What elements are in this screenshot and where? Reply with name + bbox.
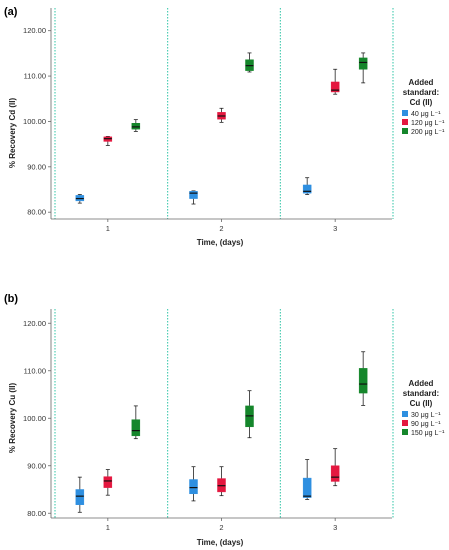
panel-a-box-series-2-day-1: [103, 136, 113, 146]
panel-b-box-series-1-day-3: [302, 459, 312, 500]
panel-b-box-series-3-day-3: [358, 351, 368, 406]
panel-a-legend-swatch-1: [402, 110, 408, 116]
panel-b-x-tick-label: 2: [219, 523, 223, 532]
panel-a-box-series-3-day-2: [245, 52, 254, 73]
panel-b-box-series-2-day-2: [217, 466, 226, 497]
box-iqr: [131, 123, 141, 130]
box-iqr: [330, 81, 340, 93]
panel-b-y-tick-label: 80.00: [27, 509, 46, 518]
panel-b-legend-label-2: 90 μg L⁻¹: [411, 421, 441, 428]
panel-a-y-tick-label: 90.00: [27, 162, 46, 171]
panel-a-box-series-1-day-1: [75, 194, 85, 204]
panel-a-legend-title-1: Added: [409, 78, 434, 87]
panel-a-x-tick-label: 2: [219, 224, 223, 233]
panel-b-y-tick-label: 120.00: [23, 319, 46, 328]
panel-b-legend-title-2: standard:: [403, 389, 439, 398]
panel-a-legend-label-1: 40 μg L⁻¹: [411, 111, 441, 118]
box-iqr: [131, 419, 141, 437]
panel-a-x-tick-label: 1: [106, 224, 110, 233]
panel-a-legend-swatch-2: [402, 119, 408, 125]
panel-a-box-series-3-day-3: [358, 52, 368, 84]
panel-a-box-series-3-day-1: [131, 119, 141, 132]
panel-b-box-series-3-day-2: [245, 390, 254, 439]
panel-a-box-series-1-day-3: [302, 177, 312, 195]
panel-b-x-axis-title: Time, (days): [197, 538, 244, 547]
panel-b-legend-label-3: 150 μg L⁻¹: [411, 430, 445, 437]
panel-b-legend-swatch-1: [402, 411, 408, 417]
panel-a-y-tick-label: 120.00: [23, 26, 46, 35]
panel-b-x-tick-label: 1: [106, 523, 110, 532]
panel-b-legend-title-1: Added: [409, 379, 434, 388]
box-iqr: [302, 184, 312, 194]
panel-b: (b) % Recovery Cu (II) Time, (days) Adde…: [4, 293, 445, 547]
panel-b-box-series-3-day-1: [131, 405, 141, 440]
panel-a-legend-label-3: 200 μg L⁻¹: [411, 129, 445, 136]
panel-a-legend-title-2: standard:: [403, 88, 439, 97]
box-iqr: [189, 191, 198, 199]
panel-b-box-series-2-day-3: [330, 448, 340, 487]
box-iqr: [302, 477, 312, 498]
panel-a-y-axis-title: % Recovery Cd (II): [8, 98, 17, 169]
panel-a-legend-title-3: Cd (II): [410, 98, 433, 107]
panel-a-x-tick-label: 3: [333, 224, 337, 233]
panel-b-y-tick-label: 110.00: [24, 366, 46, 375]
panel-b-y-tick-label: 90.00: [27, 461, 46, 470]
panel-b-y-axis-title: % Recovery Cu (II): [8, 383, 17, 454]
panel-a-legend-label-2: 120 μg L⁻¹: [411, 120, 445, 127]
panel-b-box-series-1-day-2: [189, 466, 198, 502]
panel-b-box-series-1-day-1: [75, 476, 85, 513]
panel-a-box-series-2-day-3: [330, 68, 340, 95]
panel-a-legend-swatch-3: [402, 128, 408, 134]
panel-a-x-axis-title: Time, (days): [197, 238, 244, 247]
panel-b-label: (b): [4, 293, 18, 305]
panel-b-legend-title-3: Cu (II): [410, 399, 433, 408]
panel-a-y-tick-label: 100.00: [23, 117, 46, 126]
panel-a-label: (a): [4, 6, 18, 18]
panel-b-box-series-2-day-1: [103, 469, 113, 496]
panel-b-legend-swatch-3: [402, 429, 408, 435]
box-iqr: [358, 57, 368, 70]
box-iqr: [103, 476, 113, 488]
box-iqr: [358, 368, 368, 394]
box-iqr: [75, 489, 85, 505]
panel-a: (a) % Recovery Cd (II) Time, (days) Adde…: [4, 6, 445, 247]
panel-a-box-series-1-day-2: [189, 190, 198, 205]
panel-b-y-tick-label: 100.00: [23, 414, 46, 423]
box-iqr: [189, 479, 198, 495]
panel-b-legend-swatch-2: [402, 420, 408, 426]
panel-b-legend: Added standard: Cu (II) 30 μg L⁻¹ 90 μg …: [402, 379, 445, 437]
panel-a-y-tick-label: 110.00: [24, 72, 46, 81]
box-iqr: [330, 465, 340, 482]
panel-a-y-tick-label: 80.00: [27, 208, 46, 217]
panel-a-legend: Added standard: Cd (II) 40 μg L⁻¹ 120 μg…: [402, 78, 445, 136]
panel-b-x-tick-label: 3: [333, 523, 337, 532]
panel-b-legend-label-1: 30 μg L⁻¹: [411, 412, 441, 419]
panel-a-box-series-2-day-2: [217, 107, 226, 123]
